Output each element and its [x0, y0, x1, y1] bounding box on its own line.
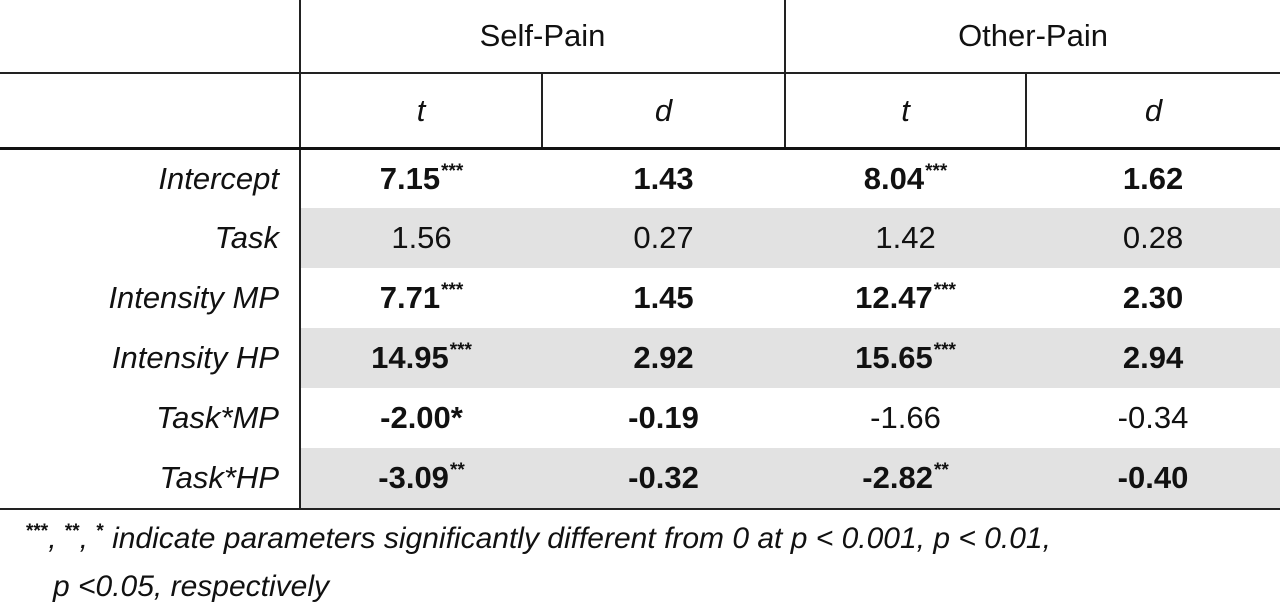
header-group-self-pain: Self-Pain [300, 0, 787, 74]
cell-value: 1.62 [1122, 161, 1184, 196]
cell-value: 1.43 [633, 161, 694, 196]
header-row-groups: Self-Pain Other-Pain [0, 0, 1280, 74]
cell-value: 1.45 [633, 280, 694, 315]
header-subcol-self-t: t [300, 73, 543, 150]
table-row: Task 1.56 0.27 1.42 0.28 [0, 208, 1280, 268]
cell-value: -3.09 [378, 460, 449, 495]
table-cell: 8.04*** [785, 149, 1026, 209]
significance-marker: *** [933, 340, 956, 361]
results-table: Self-Pain Other-Pain t d t d Intercept 7.… [0, 0, 1280, 510]
cell-value: 14.95 [371, 340, 449, 375]
table-cell: 2.92 [542, 328, 786, 388]
cell-value: -0.34 [1117, 400, 1189, 435]
significance-marker: ** [933, 460, 949, 481]
table-cell: -2.82** [785, 448, 1027, 510]
footnote-sup-2: ** [64, 521, 80, 542]
row-label: Intensity HP [0, 328, 301, 388]
table-row: Intensity MP 7.71*** 1.45 12.47*** 2.30 [0, 268, 1280, 328]
significance-marker: *** [449, 340, 472, 361]
table-cell: 1.43 [542, 149, 785, 209]
table-cell: -0.34 [1026, 388, 1280, 448]
table-row: Intensity HP 14.95*** 2.92 15.65*** 2.94 [0, 328, 1280, 388]
table-cell: 7.71*** [300, 268, 542, 328]
cell-value: 2.92 [633, 340, 694, 375]
cell-value: 0.27 [633, 220, 694, 255]
cell-value: 0.28 [1122, 220, 1184, 255]
row-label: Task*MP [0, 388, 301, 448]
footnote-sup-3: * [96, 521, 104, 542]
cell-value: 12.47 [855, 280, 933, 315]
table-cell: 15.65*** [785, 328, 1027, 388]
table-cell: -3.09** [300, 448, 542, 510]
cell-value: 15.65 [855, 340, 933, 375]
table-cell: 14.95*** [300, 328, 542, 388]
table-cell: -0.19 [542, 388, 785, 448]
header-subcol-self-d: d [542, 73, 787, 150]
cell-value: 2.94 [1122, 340, 1184, 375]
cell-value: -2.82 [862, 460, 933, 495]
significance-marker: *** [933, 280, 956, 301]
cell-value: 8.04 [863, 161, 925, 196]
table-cell: 12.47*** [785, 268, 1026, 328]
table-row: Task*HP -3.09** -0.32 -2.82** -0.40 [0, 448, 1280, 510]
footnote-line-1: ***, **, * indicate parameters significa… [26, 508, 1280, 563]
header-group-other-pain: Other-Pain [785, 0, 1280, 74]
row-label: Task [0, 208, 301, 268]
cell-value: 2.30 [1122, 280, 1184, 315]
table-cell: 1.42 [785, 208, 1027, 268]
table-cell: 1.56 [300, 208, 542, 268]
significance-marker: *** [441, 280, 464, 301]
header-corner-2 [0, 73, 301, 150]
footnote-sup-1: *** [26, 521, 49, 542]
cell-value: -0.40 [1117, 460, 1189, 495]
cell-value: -0.19 [628, 400, 699, 435]
table-cell: -0.32 [542, 448, 786, 510]
significance-marker: *** [441, 161, 464, 182]
row-label: Intensity MP [0, 268, 301, 328]
cell-value: -1.66 [870, 400, 941, 435]
significance-marker: ** [449, 460, 465, 481]
table-cell: 0.27 [542, 208, 786, 268]
cell-value: 7.15 [379, 161, 441, 196]
cell-value: -0.32 [628, 460, 699, 495]
footnote-line-2: p <0.05, respectively [53, 570, 329, 603]
table-cell: 1.62 [1026, 149, 1280, 209]
table-cell: -1.66 [785, 388, 1026, 448]
table-cell: 2.30 [1026, 268, 1280, 328]
header-row-subcols: t d t d [0, 73, 1280, 150]
row-label: Intercept [0, 148, 301, 208]
table-cell: 1.45 [542, 268, 785, 328]
header-subcol-other-t: t [785, 73, 1028, 150]
table-cell: -2.00* [300, 388, 542, 448]
footnote-sep-1: , [48, 522, 65, 555]
header-corner [0, 0, 301, 74]
cell-value: 7.71 [379, 280, 441, 315]
cell-value: 1.42 [875, 220, 936, 255]
significance-marker: *** [925, 161, 948, 182]
table-row: Intercept 7.15*** 1.43 8.04*** 1.62 [0, 148, 1280, 209]
row-label: Task*HP [0, 448, 301, 510]
table-cell: -0.40 [1026, 448, 1280, 510]
footnote-text-1: indicate parameters significantly differ… [103, 522, 1051, 555]
cell-value: 1.56 [391, 220, 452, 255]
table-cell: 7.15*** [300, 149, 542, 209]
table-cell: 0.28 [1026, 208, 1280, 268]
footnote-sep-2: , [79, 522, 97, 555]
table-row: Task*MP -2.00* -0.19 -1.66 -0.34 [0, 388, 1280, 448]
cell-value: -2.00* [380, 400, 463, 435]
header-subcol-other-d: d [1026, 73, 1280, 150]
table-cell: 2.94 [1026, 328, 1280, 388]
table-footnote: ***, **, * indicate parameters significa… [0, 508, 1280, 611]
